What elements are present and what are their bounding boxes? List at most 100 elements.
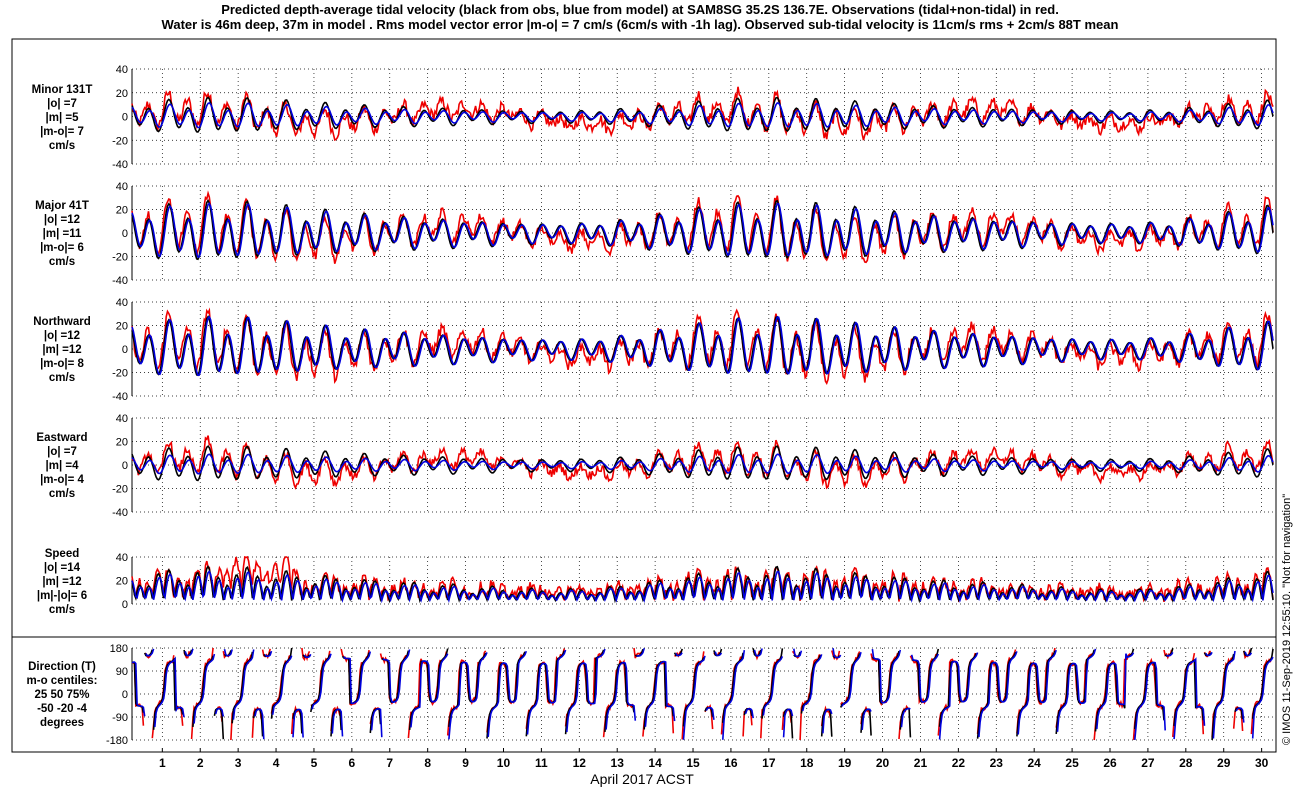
x-tick-label: 18: [800, 756, 814, 770]
x-tick-label: 4: [273, 756, 280, 770]
panel-label-line: |m-o|= 8: [40, 358, 84, 370]
x-tick-label: 19: [838, 756, 852, 770]
panel-label-line: -50 -20 -4: [37, 703, 87, 715]
x-tick-label: 12: [573, 756, 587, 770]
panel-label-line: |o| =7: [47, 98, 77, 110]
observations-red-line: [131, 435, 1274, 490]
x-tick-label: 21: [914, 756, 928, 770]
credit-text: © IMOS 11-Sep-2019 12:55:10. "Not for na…: [1281, 494, 1293, 745]
x-tick-label: 1: [159, 756, 166, 770]
x-axis-label: April 2017 ACST: [590, 771, 694, 787]
panel-label-line: |o| =14: [44, 562, 81, 574]
y-tick-label: -20: [112, 252, 128, 264]
y-tick-label: -20: [112, 484, 128, 496]
panel-label-east: Eastward |o| =7 |m| =4 |m-o|= 4 cm/s: [36, 432, 87, 500]
panel-label-line: cm/s: [49, 488, 75, 500]
x-tick-label: 23: [990, 756, 1004, 770]
panel-label-line: degrees: [40, 717, 84, 729]
y-tick-label: 0: [122, 112, 128, 124]
x-tick-label: 7: [386, 756, 393, 770]
x-tick-label: 6: [349, 756, 356, 770]
x-tick-label: 11: [535, 756, 548, 770]
x-tick-label: 2: [197, 756, 204, 770]
panel-label-line: |m-o|= 4: [40, 474, 84, 486]
y-tick-label: 20: [116, 205, 128, 217]
y-tick-label: 40: [116, 64, 128, 76]
x-tick-label: 29: [1217, 756, 1231, 770]
chart-title-line-2: Water is 46m deep, 37m in model . Rms mo…: [162, 17, 1119, 32]
y-tick-label: -40: [112, 391, 128, 403]
y-tick-label: -90: [112, 712, 128, 724]
model-blue-line: [131, 453, 1274, 475]
panel-label-line: 25 50 75%: [35, 689, 90, 701]
panel-label-line: Speed: [45, 548, 80, 560]
panel-label-line: cm/s: [49, 372, 75, 384]
y-tick-label: -40: [112, 275, 128, 287]
chart-title-line-1: Predicted depth-average tidal velocity (…: [221, 2, 1059, 17]
panel-label-north: Northward |o| =12 |m| =12 |m-o|= 8 cm/s: [33, 316, 91, 384]
panel-north: 40 20 0 -20 -40 Northward |o| =12 |m| =12 |m-o|=…: [33, 297, 1274, 403]
model-blue-line: [131, 315, 1274, 377]
x-tick-label: 13: [611, 756, 625, 770]
panel-label-line: |m-o|= 7: [40, 126, 84, 138]
panel-label-line: |m-o|= 6: [40, 242, 84, 254]
x-axis-ticks: 1 2 3 4 5 6 7 8 9 10 11 12 13 14 15 16 17 18 19 20 21 22 23 24 2…: [159, 748, 1269, 770]
model-blue-line: [131, 202, 1274, 258]
panel-label-line: |o| =12: [44, 214, 80, 226]
panel-label-line: |m| =5: [46, 112, 80, 124]
panel-label-line: cm/s: [49, 604, 75, 616]
y-tick-label: -180: [106, 735, 128, 747]
y-tick-label: 0: [122, 228, 128, 240]
panel-label-line: |m|-|o|= 6: [37, 590, 87, 602]
model-blue-line: [131, 101, 1274, 129]
y-tick-label: 0: [122, 689, 128, 701]
x-tick-label: 5: [311, 756, 318, 770]
panel-label-line: cm/s: [49, 140, 75, 152]
y-tick-label: 90: [116, 666, 128, 678]
x-tick-label: 17: [762, 756, 776, 770]
panel-label-line: |m| =11: [43, 228, 82, 240]
obs-tidal-black-line: [131, 445, 1274, 482]
model-blue-line: [131, 570, 1274, 604]
panel-label-line: Major 41T: [35, 200, 89, 212]
panel-label-line: Direction (T): [28, 661, 96, 673]
panel-label-line: Northward: [33, 316, 91, 328]
y-tick-label: 40: [116, 297, 128, 309]
panel-label-line: Minor 131T: [32, 84, 93, 96]
panel-label-line: Eastward: [36, 432, 87, 444]
panel-label-line: m-o centiles:: [27, 675, 98, 687]
panel-label-line: |m| =12: [42, 344, 81, 356]
x-tick-label: 9: [462, 756, 469, 770]
y-tick-label: 20: [116, 576, 128, 588]
panel-major: 40 20 0 -20 -40 Major 41T |o| =12 |m| =11 |m-o|=…: [35, 181, 1274, 287]
x-tick-label: 28: [1179, 756, 1193, 770]
y-tick-label: 180: [110, 643, 128, 655]
panel-label-speed: Speed |o| =14 |m| =12 |m|-|o|= 6 cm/s: [37, 548, 87, 616]
plot-frame: [11, 38, 1277, 753]
panel-label-line: |m| =12: [42, 576, 81, 588]
panel-east: 40 20 0 -20 -40 Eastward |o| =7 |m| =4 |m-o|= 4 c…: [36, 413, 1274, 519]
y-tick-label: 40: [116, 181, 128, 193]
x-tick-label: 26: [1103, 756, 1117, 770]
x-tick-label: 30: [1255, 756, 1269, 770]
panel-minor: 40 20 0 -20 -40 Minor 131T |o| =7 |m| =5 |m-o|= …: [32, 64, 1274, 171]
y-tick-label: 20: [116, 437, 128, 449]
x-tick-label: 15: [686, 756, 700, 770]
y-tick-label: -20: [112, 368, 128, 380]
model-blue-line: [131, 648, 1274, 740]
x-tick-label: 27: [1141, 756, 1155, 770]
panel-direction: 180 90 0 -90 -180 Direction (T) m-o centiles: 2…: [27, 643, 1273, 747]
y-tick-label: 0: [122, 460, 128, 472]
x-tick-label: 16: [724, 756, 738, 770]
panel-label-minor: Minor 131T |o| =7 |m| =5 |m-o|= 7 cm/s: [32, 84, 93, 152]
panel-label-direction: Direction (T) m-o centiles: 25 50 75% -50 -…: [27, 661, 98, 729]
y-tick-label: -40: [112, 507, 128, 519]
panel-label-major: Major 41T |o| =12 |m| =11 |m-o|= 6 cm/s: [35, 200, 89, 268]
x-tick-label: 14: [648, 756, 662, 770]
y-tick-label: 20: [116, 88, 128, 100]
panel-label-line: |o| =7: [47, 446, 77, 458]
y-tick-label: 20: [116, 321, 128, 333]
x-tick-label: 25: [1065, 756, 1079, 770]
panel-label-line: |m| =4: [46, 460, 80, 472]
